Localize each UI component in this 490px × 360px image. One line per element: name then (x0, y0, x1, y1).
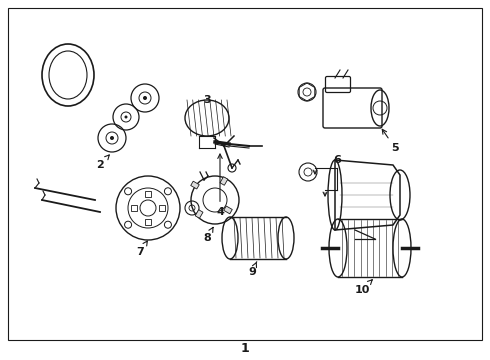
Bar (195, 210, 203, 218)
Circle shape (143, 96, 147, 100)
Text: 7: 7 (136, 241, 147, 257)
Text: 9: 9 (248, 262, 257, 277)
Text: 8: 8 (203, 228, 213, 243)
Bar (191, 181, 199, 189)
Circle shape (110, 136, 114, 140)
Circle shape (124, 116, 127, 118)
Text: 5: 5 (382, 129, 399, 153)
Text: 1: 1 (241, 342, 249, 355)
Bar (145, 219, 151, 225)
Text: 4: 4 (216, 154, 224, 217)
Bar (220, 177, 228, 185)
Bar (145, 191, 151, 197)
Bar (159, 205, 165, 211)
Text: 2: 2 (96, 155, 109, 170)
Bar (224, 206, 232, 214)
Text: 3: 3 (203, 95, 211, 105)
Text: 6: 6 (333, 155, 341, 165)
Text: 10: 10 (354, 280, 372, 295)
Bar (131, 205, 137, 211)
